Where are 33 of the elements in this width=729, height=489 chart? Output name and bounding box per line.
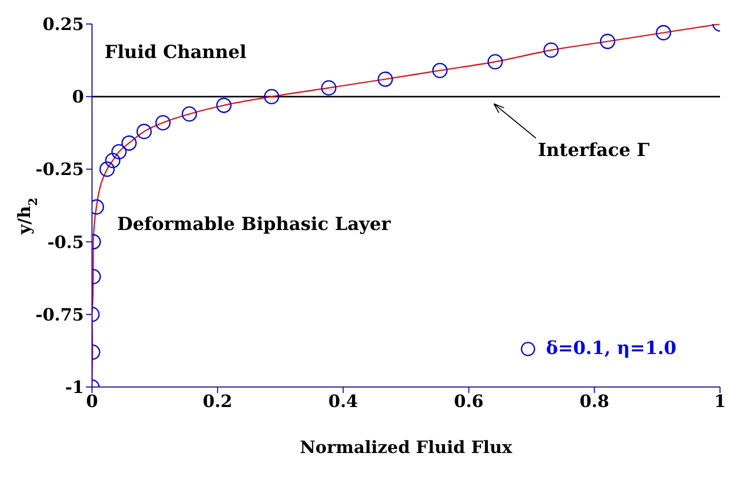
y-tick-label: 0: [72, 88, 84, 108]
x-axis-title: Normalized Fluid Flux: [300, 438, 513, 458]
x-tick-label: 0.8: [580, 392, 610, 412]
annotation: Interface Γ: [538, 140, 650, 162]
y-tick-label: -0.75: [36, 305, 84, 326]
point: [488, 54, 503, 70]
point: [656, 25, 672, 40]
point: [543, 42, 559, 58]
x-tick-label: 0.4: [328, 392, 358, 412]
point: [216, 98, 232, 113]
point: [136, 124, 152, 140]
legend-label: δ=0.1, η=1.0: [546, 338, 676, 359]
x-tick-label: 0: [86, 392, 98, 412]
point: [121, 135, 137, 151]
point: [321, 80, 336, 96]
point: [111, 144, 127, 160]
x-tick-label: 0.6: [454, 392, 484, 412]
y-tick-label: -0.25: [36, 160, 84, 180]
point: [600, 34, 616, 50]
point: [99, 162, 115, 177]
point: [155, 115, 171, 130]
y-tick-label: 0.25: [42, 15, 84, 36]
x-tick-label: 1: [714, 392, 726, 412]
point: [264, 88, 280, 104]
y-tick-label: -0.5: [47, 232, 84, 253]
annotation: Fluid Channel: [104, 42, 247, 63]
point: [432, 62, 448, 78]
point: [378, 72, 393, 87]
point: [105, 152, 120, 168]
x-tick-label: 0.2: [202, 392, 232, 412]
point: [182, 106, 197, 122]
annotation: Deformable Biphasic Layer: [117, 214, 392, 235]
y-tick-label: -1: [65, 378, 84, 398]
